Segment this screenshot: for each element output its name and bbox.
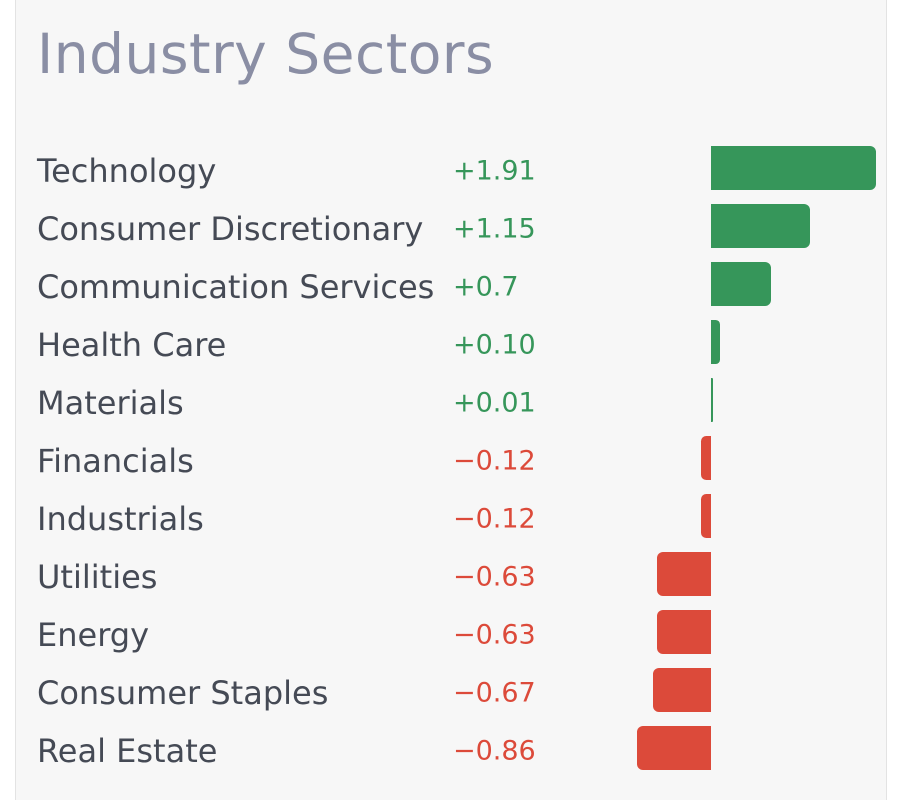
sector-row: Consumer Staples −0.67 bbox=[16, 664, 888, 722]
bar-track bbox=[616, 200, 876, 258]
sector-name: Utilities bbox=[37, 558, 158, 596]
bar-track bbox=[616, 606, 876, 664]
negative-bar bbox=[700, 436, 711, 480]
sector-row: Industrials −0.12 bbox=[16, 490, 888, 548]
sector-name: Financials bbox=[37, 442, 194, 480]
sector-name: Materials bbox=[37, 384, 184, 422]
sector-name: Consumer Staples bbox=[37, 674, 329, 712]
positive-bar bbox=[711, 204, 811, 248]
sector-performance-card: Industry Sectors Technology +1.91 Consumer… bbox=[15, 0, 887, 800]
positive-bar bbox=[711, 320, 720, 364]
sector-row: Health Care +0.10 bbox=[16, 316, 888, 374]
sector-name: Technology bbox=[37, 152, 217, 190]
sector-change-value: −0.67 bbox=[453, 677, 536, 709]
sector-change-value: +0.10 bbox=[453, 329, 536, 361]
positive-bar bbox=[711, 378, 714, 422]
negative-bar bbox=[653, 668, 711, 712]
sector-row: Communication Services +0.7 bbox=[16, 258, 888, 316]
bar-track bbox=[616, 258, 876, 316]
sector-name: Real Estate bbox=[37, 732, 218, 770]
bar-track bbox=[616, 432, 876, 490]
sector-change-value: −0.12 bbox=[453, 503, 536, 535]
sector-change-value: −0.63 bbox=[453, 561, 536, 593]
sector-change-value: +1.91 bbox=[453, 155, 536, 187]
sector-row: Materials +0.01 bbox=[16, 374, 888, 432]
positive-bar bbox=[711, 262, 772, 306]
sector-name: Consumer Discretionary bbox=[37, 210, 424, 248]
sector-row: Financials −0.12 bbox=[16, 432, 888, 490]
sector-change-value: +1.15 bbox=[453, 213, 536, 245]
bar-track bbox=[616, 316, 876, 374]
bar-track bbox=[616, 142, 876, 200]
sector-row: Real Estate −0.86 bbox=[16, 722, 888, 780]
positive-bar bbox=[711, 146, 876, 190]
negative-bar bbox=[700, 494, 711, 538]
sector-name: Industrials bbox=[37, 500, 204, 538]
bar-track bbox=[616, 490, 876, 548]
sector-change-value: −0.12 bbox=[453, 445, 536, 477]
negative-bar bbox=[636, 726, 711, 770]
sector-name: Energy bbox=[37, 616, 150, 654]
sector-row: Energy −0.63 bbox=[16, 606, 888, 664]
negative-bar bbox=[656, 552, 711, 596]
sector-change-value: +0.01 bbox=[453, 387, 536, 419]
sector-row: Consumer Discretionary +1.15 bbox=[16, 200, 888, 258]
sector-row: Technology +1.91 bbox=[16, 142, 888, 200]
sector-change-value: −0.63 bbox=[453, 619, 536, 651]
sector-change-value: −0.86 bbox=[453, 735, 536, 767]
bar-track bbox=[616, 664, 876, 722]
bar-track bbox=[616, 548, 876, 606]
sector-change-value: +0.7 bbox=[453, 271, 519, 303]
bar-track bbox=[616, 722, 876, 780]
chart-title: Industry Sectors bbox=[37, 22, 495, 86]
sector-name: Communication Services bbox=[37, 268, 435, 306]
bar-track bbox=[616, 374, 876, 432]
sector-list: Technology +1.91 Consumer Discretionary +1.… bbox=[16, 142, 888, 780]
negative-bar bbox=[656, 610, 711, 654]
sector-name: Health Care bbox=[37, 326, 227, 364]
sector-row: Utilities −0.63 bbox=[16, 548, 888, 606]
